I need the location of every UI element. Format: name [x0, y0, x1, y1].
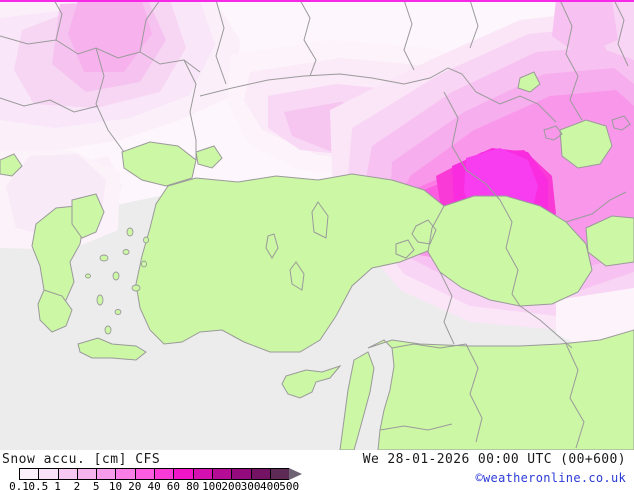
colorbar-tick-label: 40: [147, 480, 161, 490]
legend-panel: Snow accu. [cm] CFS 0.1 0.5 1 2 5 10 20 40 60 80 1…: [0, 450, 634, 490]
colorbar-overflow-arrow: [289, 468, 303, 480]
colorbar-swatch: [250, 468, 270, 480]
colorbar-tick-label: 20: [128, 480, 142, 490]
colorbar-tick-label: 100: [202, 480, 222, 490]
colorbar-swatch: [154, 468, 174, 480]
legend-title: Snow accu. [cm] CFS: [2, 452, 161, 467]
colorbar-swatch: [57, 468, 77, 480]
colorbar-swatch: [231, 468, 251, 480]
colorbar-swatch: [38, 468, 58, 480]
colorbar-swatch: [192, 468, 212, 480]
weather-map-canvas[interactable]: [0, 0, 634, 450]
colorbar-tick-label: 200: [221, 480, 242, 490]
colorbar-swatch: [19, 468, 39, 480]
land-mass-layer: [0, 71, 634, 450]
map-top-border: [0, 0, 634, 2]
colorbar-swatch: [115, 468, 135, 480]
colorbar-tick-label: 2: [73, 480, 81, 490]
map-svg: [0, 0, 634, 450]
colorbar-tick-label: 5: [92, 480, 100, 490]
colorbar-swatch: [96, 468, 116, 480]
colorbar-tick-label: 60: [166, 480, 181, 490]
colorbar-swatch: [269, 468, 290, 480]
coastline-and-border-lines: [0, 0, 631, 449]
aegean-islands: [85, 227, 149, 335]
colorbar-tick-label: 10: [108, 480, 123, 490]
colorbar-swatch: [134, 468, 155, 480]
colorbar-tick-label: 300: [240, 480, 261, 490]
colorbar-tick-labels: 0.1 0.5 1 2 5 10 20 40 60 80 100 200 300 400 500: [0, 480, 400, 490]
colorbar-tick-label: 500: [279, 480, 300, 490]
colorbar-tick-label: 80: [186, 480, 200, 490]
colorbar-tick-label: 0.1: [9, 480, 29, 490]
colorbar-swatch: [173, 468, 193, 480]
colorbar-tick-label: 0.5: [28, 480, 49, 490]
copyright-notice: ©weatheronline.co.uk: [475, 471, 626, 485]
colorbar-tick-label: 400: [259, 480, 280, 490]
colorbar-tick-label: 1: [54, 480, 61, 490]
colorbar-swatch: [211, 468, 232, 480]
forecast-timestamp: We 28-01-2026 00:00 UTC (00+600): [362, 452, 626, 467]
colorbar-swatch: [76, 468, 97, 480]
colorbar[interactable]: [19, 468, 303, 480]
